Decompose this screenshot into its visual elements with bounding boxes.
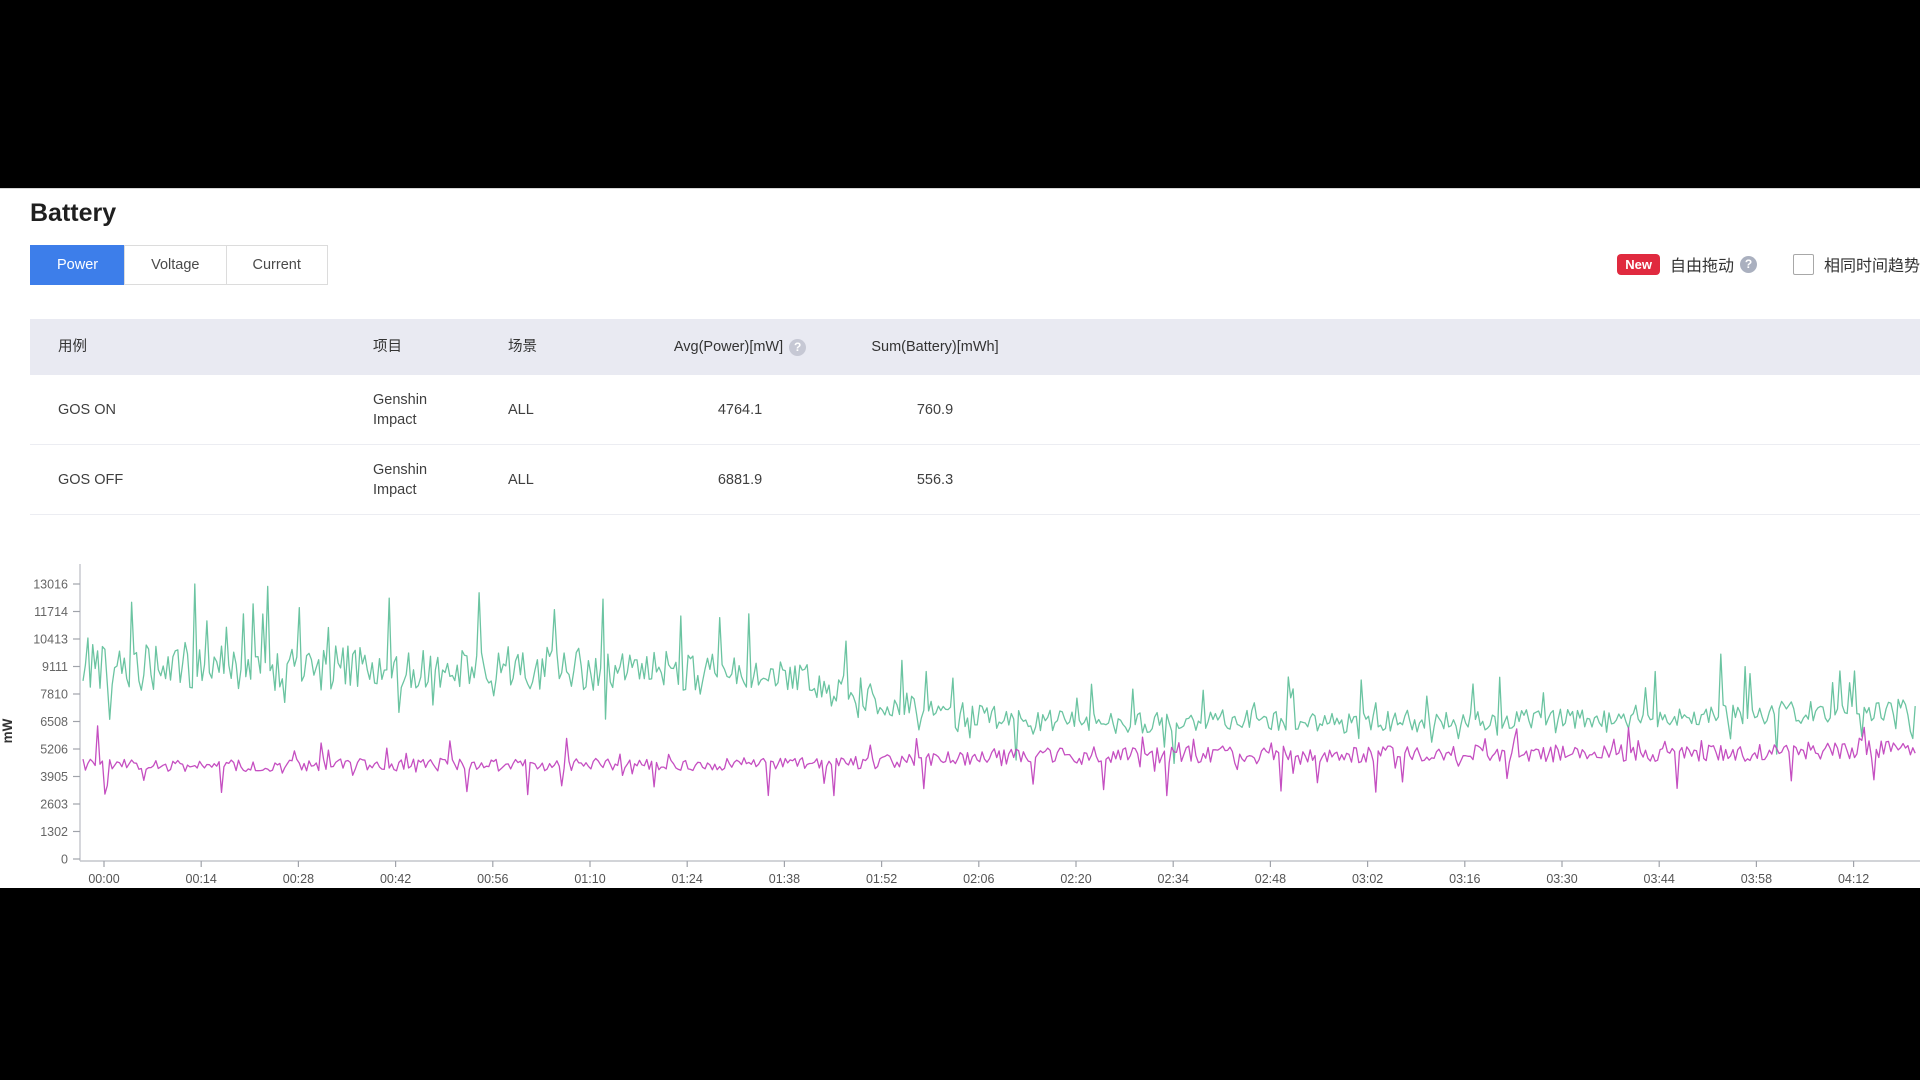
cell-avg_power: 6881.9 [717, 471, 763, 488]
y-tick-label: 10413 [33, 632, 68, 646]
same-time-trend-control: 相同时间趋势 [1792, 252, 1920, 276]
metric-tab-group: Power Voltage Current [30, 245, 328, 285]
table-body: GOS ON Genshin Impact ALL 4764.1 760.9 GOS OF… [30, 375, 1920, 515]
x-tick-label: 00:00 [88, 872, 119, 886]
cell-sum_battery: 556.3 [916, 471, 954, 488]
power-chart[interactable]: 0 1302 2603 3905 5206 6508 7810 9111 10413 11714 1… [0, 556, 1920, 889]
results-table: 用例 项目 场景 Avg(Power)[mW]? Sum(Battery)[mWh] G… [30, 319, 1920, 515]
x-tick-label: 04:12 [1838, 872, 1869, 886]
column-header-0: 用例 [58, 339, 87, 355]
x-tick-label: 02:48 [1255, 872, 1286, 886]
cell-project: Genshin Impact [373, 461, 428, 498]
top-right-controls: New 自由拖动 ? 相同时间趋势 [1617, 251, 1920, 277]
cell-project: Genshin Impact [373, 391, 428, 428]
y-tick-label: 0 [61, 853, 68, 867]
x-tick-label: 00:42 [380, 872, 411, 886]
x-tick-label: 02:34 [1158, 872, 1189, 886]
y-tick-label: 13016 [33, 578, 68, 592]
column-header-1: 项目 [373, 339, 402, 355]
cell-usecase: GOS OFF [58, 471, 124, 488]
y-tick-label: 9111 [42, 660, 68, 674]
x-tick-label: 03:30 [1546, 872, 1577, 886]
free-drag-help-icon[interactable]: ? [1739, 255, 1757, 273]
series-line-gos-on [82, 725, 1916, 797]
y-tick-label: 11714 [34, 605, 68, 619]
same-time-trend-checkbox[interactable] [1792, 253, 1814, 275]
new-badge: New [1617, 253, 1660, 275]
y-tick-label: 7810 [40, 687, 68, 701]
y-tick-label: 2603 [40, 798, 68, 812]
x-tick-label: 01:10 [574, 872, 605, 886]
cell-scene: ALL [508, 471, 534, 488]
table-row-gos-on: GOS ON Genshin Impact ALL 4764.1 760.9 [30, 375, 1920, 445]
x-tick-label: 03:02 [1352, 872, 1383, 886]
column-header-3: Avg(Power)[mW]? [640, 337, 840, 357]
power-chart-svg: 0 1302 2603 3905 5206 6508 7810 9111 10413 11714 1… [0, 564, 1920, 886]
tab-power[interactable]: Power [30, 245, 126, 285]
y-tick-label: 6508 [40, 715, 68, 729]
x-tick-label: 01:38 [769, 872, 800, 886]
cell-scene: ALL [508, 401, 534, 418]
same-time-trend-label: 相同时间趋势 [1823, 258, 1920, 275]
series-line-gos-off [82, 583, 1916, 765]
battery-panel: Battery Power Voltage Current New 自由拖动 ? 相… [0, 188, 1920, 889]
y-tick-label: 1302 [40, 825, 68, 839]
table-header-row: 用例 项目 场景 Avg(Power)[mW]? Sum(Battery)[mWh] [30, 319, 1920, 375]
y-tick-label: 5206 [40, 743, 68, 757]
free-drag-label: 自由拖动 [1669, 258, 1734, 275]
x-tick-label: 00:28 [283, 872, 314, 886]
x-tick-label: 02:06 [963, 872, 994, 886]
column-header-4: Sum(Battery)[mWh] [871, 339, 999, 355]
page-title: Battery [30, 199, 117, 227]
table-row-gos-off: GOS OFF Genshin Impact ALL 6881.9 556.3 [30, 445, 1920, 515]
y-tick-label: 3905 [40, 770, 68, 784]
x-tick-label: 02:20 [1060, 872, 1091, 886]
x-tick-label: 03:16 [1449, 872, 1480, 886]
x-tick-label: 03:58 [1741, 872, 1772, 886]
cell-avg_power: 4764.1 [717, 401, 763, 418]
column-header-2: 场景 [508, 339, 537, 355]
y-axis-title: mW [0, 718, 15, 743]
tab-current[interactable]: Current [225, 245, 328, 285]
x-tick-label: 03:44 [1644, 872, 1675, 886]
cell-sum_battery: 760.9 [916, 401, 954, 418]
x-tick-label: 00:14 [186, 872, 217, 886]
tab-voltage[interactable]: Voltage [124, 245, 227, 285]
bottom-black-bar [0, 888, 1920, 1080]
x-tick-label: 01:52 [866, 872, 897, 886]
top-black-bar [0, 0, 1920, 188]
cell-usecase: GOS ON [58, 401, 117, 418]
x-tick-label: 01:24 [672, 872, 703, 886]
avg-power-help-icon[interactable]: ? [789, 338, 807, 356]
x-tick-label: 00:56 [477, 872, 508, 886]
